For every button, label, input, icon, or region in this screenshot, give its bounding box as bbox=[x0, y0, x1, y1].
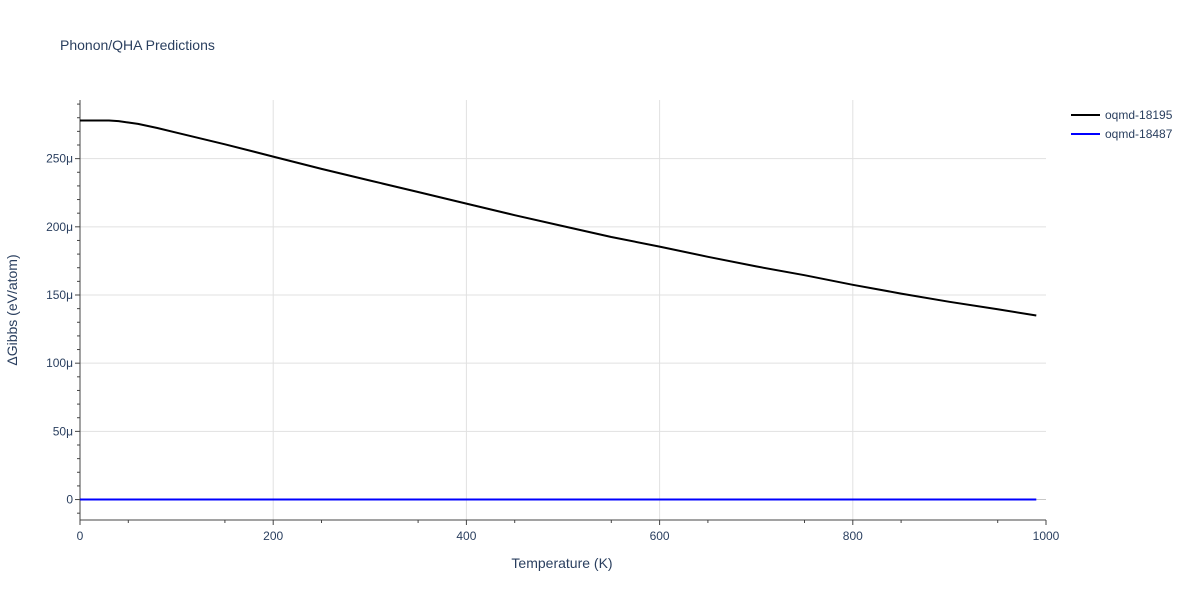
y-tick-label: 0 bbox=[66, 493, 73, 507]
y-axis-label: ΔGibbs (eV/atom) bbox=[4, 254, 20, 365]
chart-title: Phonon/QHA Predictions bbox=[60, 37, 215, 53]
legend[interactable]: oqmd-18195 oqmd-18487 bbox=[1071, 108, 1173, 141]
x-tick-label: 600 bbox=[650, 529, 670, 543]
y-tick-label: 250μ bbox=[46, 152, 73, 166]
x-axis-label: Temperature (K) bbox=[511, 555, 612, 571]
y-tick-label: 50μ bbox=[53, 424, 73, 438]
grid bbox=[80, 100, 1046, 520]
legend-label: oqmd-18487 bbox=[1105, 127, 1173, 141]
y-tick-label: 150μ bbox=[46, 288, 73, 302]
x-tick-label: 1000 bbox=[1033, 529, 1060, 543]
x-tick-label: 800 bbox=[843, 529, 863, 543]
x-tick-label: 400 bbox=[456, 529, 476, 543]
axes: 0 200 400 600 800 1000 0 50μ 100μ 150μ 200μ 250μ bbox=[46, 100, 1060, 543]
x-tick-label: 0 bbox=[77, 529, 84, 543]
x-tick-label: 200 bbox=[263, 529, 283, 543]
y-tick-label: 200μ bbox=[46, 220, 73, 234]
plot-area bbox=[80, 119, 1037, 501]
legend-label: oqmd-18195 bbox=[1105, 108, 1173, 122]
legend-item[interactable]: oqmd-18195 bbox=[1071, 108, 1173, 122]
y-tick-label: 100μ bbox=[46, 356, 73, 370]
series-line-oqmd-18195 bbox=[80, 119, 1037, 317]
legend-item[interactable]: oqmd-18487 bbox=[1071, 127, 1173, 141]
